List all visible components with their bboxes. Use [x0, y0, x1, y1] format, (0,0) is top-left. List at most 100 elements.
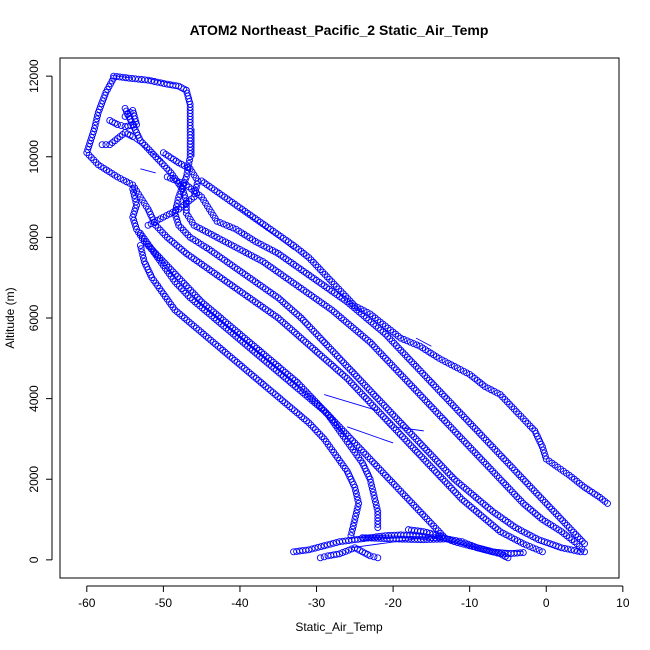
data-point — [425, 448, 433, 456]
data-point — [438, 462, 446, 470]
data-point — [258, 354, 266, 362]
data-point — [497, 452, 505, 460]
data-point — [399, 490, 407, 498]
data-point — [367, 318, 375, 326]
data-point — [184, 231, 192, 239]
data-point — [216, 219, 224, 227]
plot-frame — [59, 57, 620, 579]
data-point — [392, 483, 400, 491]
data-point — [274, 314, 282, 322]
data-point — [130, 188, 137, 196]
data-point — [368, 457, 376, 465]
data-point — [373, 345, 381, 353]
data-point — [196, 302, 204, 310]
data-point — [501, 395, 509, 403]
data-point — [293, 310, 301, 318]
data-point — [173, 215, 181, 223]
x-tick-label: -20 — [384, 596, 402, 610]
data-point — [271, 391, 279, 399]
data-point — [434, 410, 442, 418]
data-point — [355, 499, 363, 507]
data-point — [406, 497, 413, 504]
data-point — [432, 383, 440, 391]
data-point — [382, 471, 389, 479]
data-point — [280, 373, 287, 380]
data-point — [371, 495, 379, 503]
data-point — [336, 354, 343, 362]
data-point — [312, 261, 320, 269]
data-point — [467, 489, 475, 497]
data-point — [386, 476, 394, 484]
data-point — [424, 460, 432, 468]
data-point — [420, 536, 428, 544]
data-point — [87, 137, 95, 145]
data-point — [375, 347, 383, 355]
data-point — [410, 360, 418, 368]
data-point — [441, 478, 449, 485]
data-point — [140, 254, 147, 262]
data-point — [353, 372, 360, 380]
data-point — [386, 335, 394, 343]
data-point — [87, 154, 95, 162]
data-point — [427, 403, 435, 411]
data-point — [323, 356, 330, 364]
x-tick-label: -30 — [308, 596, 326, 610]
data-point — [445, 397, 453, 405]
data-point — [350, 519, 358, 527]
data-point — [173, 308, 181, 316]
data-point — [350, 370, 358, 378]
data-point — [276, 395, 284, 403]
data-point — [464, 540, 472, 548]
data-point — [121, 112, 129, 120]
data-point — [454, 491, 462, 499]
y-axis-label: Altitude (m) — [3, 287, 17, 348]
data-point — [346, 300, 353, 308]
data-point — [565, 524, 573, 532]
data-point — [523, 541, 530, 549]
data-point — [310, 258, 317, 266]
data-segment — [128, 136, 164, 162]
data-point — [337, 314, 345, 322]
data-point — [229, 224, 237, 232]
data-point — [484, 518, 492, 526]
data-point — [336, 368, 344, 376]
data-point — [178, 246, 186, 253]
data-point — [342, 318, 350, 326]
data-point — [322, 409, 330, 417]
data-point — [456, 493, 464, 501]
data-point — [325, 411, 333, 419]
data-point — [425, 376, 433, 384]
data-point — [241, 340, 249, 348]
data-point — [335, 312, 343, 320]
data-point — [483, 546, 490, 554]
data-point — [178, 312, 186, 320]
data-point — [180, 191, 188, 199]
data-point — [289, 381, 297, 388]
data-point — [395, 344, 403, 352]
data-point — [288, 326, 296, 334]
data-point — [399, 373, 407, 381]
data-point — [309, 423, 317, 431]
data-point — [314, 428, 322, 436]
data-point — [492, 524, 499, 532]
data-point — [332, 364, 340, 372]
data-point — [355, 375, 363, 382]
data-point — [360, 392, 368, 400]
data-point — [550, 508, 558, 515]
data-point — [380, 401, 388, 409]
data-point — [281, 320, 289, 328]
data-point — [374, 517, 382, 525]
data-point — [284, 377, 292, 384]
data-point — [526, 482, 534, 490]
data-point — [473, 427, 481, 435]
data-point — [186, 153, 194, 161]
data-point — [295, 332, 303, 340]
data-point — [403, 494, 411, 502]
data-point — [516, 549, 524, 557]
data-point — [357, 330, 365, 338]
data-point — [519, 415, 527, 423]
data-point — [559, 517, 567, 525]
data-point — [139, 251, 147, 259]
data-point — [333, 310, 341, 318]
data-point — [425, 400, 433, 408]
